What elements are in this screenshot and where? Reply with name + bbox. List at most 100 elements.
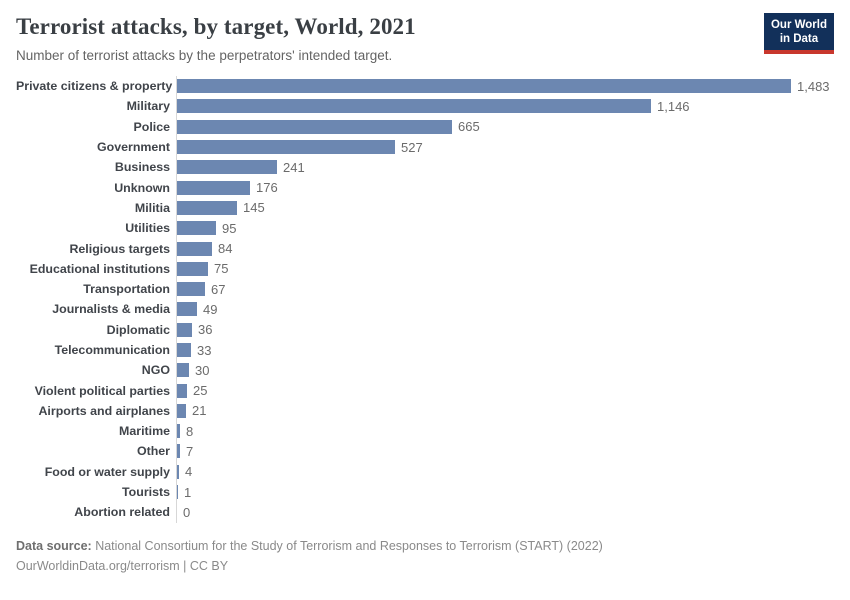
chart-row: Airports and airplanes 21 — [16, 400, 834, 422]
chart-row: Journalists & media 49 — [16, 299, 834, 320]
value-label: 33 — [197, 342, 212, 358]
bar[interactable] — [177, 221, 216, 236]
bar[interactable] — [177, 464, 179, 479]
chart-row: Educational institutions 75 — [16, 258, 834, 279]
bar[interactable] — [177, 403, 186, 418]
category-label: Private citizens & property — [16, 79, 173, 94]
plot-area: 1 — [176, 481, 834, 503]
data-source-line: Data source: National Consortium for the… — [16, 536, 834, 557]
plot-area: 1,483 — [176, 76, 834, 97]
category-label: NGO — [141, 363, 170, 378]
value-label: 25 — [193, 383, 208, 399]
page-title: Terrorist attacks, by target, World, 202… — [16, 14, 416, 39]
value-label: 21 — [192, 403, 207, 419]
chart-row: Diplomatic 36 — [16, 319, 834, 340]
chart-row: Government 527 — [16, 136, 834, 158]
value-label: 67 — [211, 281, 226, 297]
plot-area: 145 — [176, 197, 834, 219]
value-label: 36 — [198, 322, 213, 338]
chart-row: Militia 145 — [16, 197, 834, 219]
chart-header: Terrorist attacks, by target, World, 202… — [16, 13, 834, 63]
bar[interactable] — [177, 160, 277, 175]
bar[interactable] — [177, 180, 250, 195]
license-label: CC BY — [189, 559, 229, 574]
value-label: 1 — [184, 484, 192, 500]
bar[interactable] — [177, 119, 452, 134]
category-label: Telecommunication — [54, 343, 170, 357]
category-label: Food or water supply — [44, 464, 170, 479]
bar[interactable] — [177, 322, 192, 337]
bar[interactable] — [177, 302, 197, 317]
chart-row: Other 7 — [16, 441, 834, 462]
plot-area: 7 — [176, 441, 834, 462]
bar[interactable] — [177, 282, 205, 297]
chart-row: Unknown 176 — [16, 177, 834, 198]
chart-footer: Data source: National Consortium for the… — [16, 536, 834, 577]
owid-logo[interactable]: Our World in Data — [763, 13, 834, 54]
bar[interactable] — [177, 424, 180, 439]
value-label: 665 — [458, 119, 480, 135]
category-label: Other — [136, 444, 170, 459]
value-label: 49 — [203, 301, 218, 317]
bar[interactable] — [177, 241, 212, 256]
category-label: Police — [133, 119, 170, 134]
chart-row: Business 241 — [16, 157, 834, 178]
owid-terrorism-link[interactable]: OurWorldinData.org/terrorism — [16, 559, 180, 574]
category-label: Tourists — [122, 485, 170, 500]
bar-chart-rows: Private citizens & property 1,483 Milita… — [16, 76, 834, 523]
bar[interactable] — [177, 99, 651, 114]
bar[interactable] — [177, 363, 189, 378]
category-label: Religious targets — [69, 241, 170, 256]
data-source-text: National Consortium for the Study of Ter… — [91, 538, 603, 553]
value-label: 176 — [256, 180, 278, 196]
category-label: Military — [126, 99, 170, 114]
value-label: 0 — [183, 504, 191, 520]
bar[interactable] — [177, 444, 180, 459]
chart-row: Maritime 8 — [16, 421, 834, 442]
category-label: Journalists & media — [52, 302, 170, 317]
bar-chart: Private citizens & property 1,483 Milita… — [16, 76, 834, 523]
category-label: Maritime — [119, 424, 170, 439]
category-label: Diplomatic — [106, 322, 170, 337]
bar[interactable] — [177, 485, 178, 500]
chart-row: Transportation 67 — [16, 278, 834, 300]
bar[interactable] — [177, 343, 191, 357]
plot-area: 0 — [176, 502, 834, 523]
chart-row: Violent political parties 25 — [16, 380, 834, 401]
chart-row: Private citizens & property 1,483 — [16, 76, 834, 97]
owid-logo-line1: Our World — [770, 19, 827, 31]
category-label: Abortion related — [74, 505, 170, 520]
bar[interactable] — [177, 200, 237, 215]
value-label: 241 — [283, 159, 305, 175]
category-label: Educational institutions — [29, 261, 170, 276]
plot-area: 4 — [176, 461, 834, 482]
value-label: 4 — [185, 464, 193, 480]
bar[interactable] — [177, 383, 187, 398]
chart-row: Military 1,146 — [16, 96, 834, 117]
value-label: 75 — [214, 261, 229, 277]
value-label: 84 — [218, 241, 233, 257]
chart-row: Religious targets 84 — [16, 238, 834, 259]
category-label: Government — [97, 140, 170, 155]
plot-area: 665 — [176, 116, 834, 137]
bar[interactable] — [177, 79, 791, 94]
plot-area: 30 — [176, 360, 834, 381]
plot-area: 527 — [176, 136, 834, 158]
category-label: Militia — [134, 200, 170, 215]
plot-area: 21 — [176, 400, 834, 422]
value-label: 95 — [222, 220, 237, 236]
plot-area: 25 — [176, 380, 834, 401]
plot-area: 95 — [176, 218, 834, 239]
plot-area: 75 — [176, 258, 834, 279]
value-label: 7 — [186, 443, 194, 459]
bar[interactable] — [177, 140, 395, 155]
value-label: 1,146 — [657, 98, 690, 114]
chart-row: Utilities 95 — [16, 218, 834, 239]
bar[interactable] — [177, 261, 208, 276]
plot-area: 84 — [176, 238, 834, 259]
value-label: 527 — [401, 139, 423, 155]
category-label: Airports and airplanes — [38, 403, 170, 418]
footer-separator: | — [179, 559, 190, 574]
owid-logo-line2: in Data — [779, 33, 819, 46]
category-label: Utilities — [125, 221, 170, 236]
